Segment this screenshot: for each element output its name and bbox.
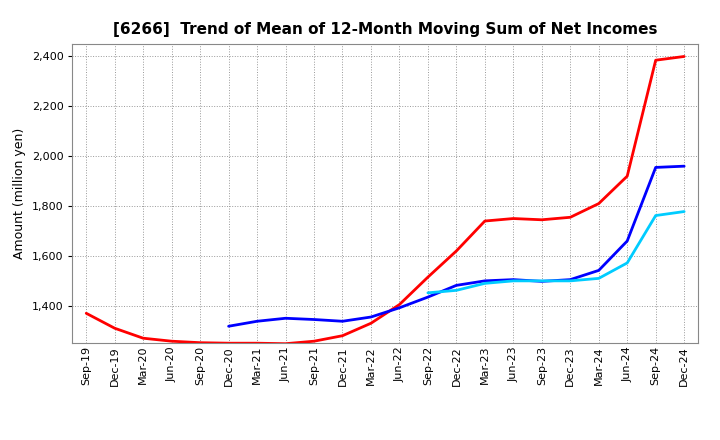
Y-axis label: Amount (million yen): Amount (million yen) [14,128,27,259]
Title: [6266]  Trend of Mean of 12-Month Moving Sum of Net Incomes: [6266] Trend of Mean of 12-Month Moving … [113,22,657,37]
